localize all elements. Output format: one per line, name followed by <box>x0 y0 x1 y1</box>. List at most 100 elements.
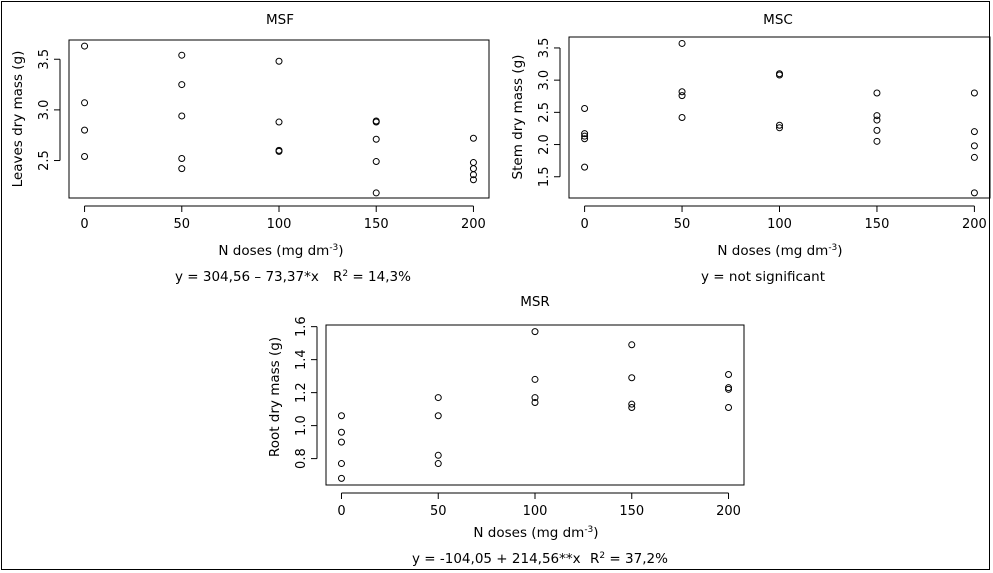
data-point <box>873 89 881 97</box>
x-axis: 0 50 100 150 200 <box>337 492 741 519</box>
y-axis: 1.5 2.0 2.5 3.0 3.5 <box>537 38 561 187</box>
data-point <box>581 130 589 138</box>
y-tick-label: 3.5 <box>537 38 552 59</box>
x-tick-label: 0 <box>337 504 345 519</box>
data-point <box>178 112 186 120</box>
data-point <box>970 142 978 150</box>
data-point <box>873 112 881 120</box>
data-point <box>81 152 89 160</box>
data-point <box>531 328 539 336</box>
data-point <box>531 394 539 402</box>
r-squared: R2 = 37,2% <box>590 551 668 567</box>
r-squared: R2 = 14,3% <box>333 269 411 285</box>
panel-msc: MSC 0 50 100 150 200 1.5 2.0 2.5 3.0 3.5 N doses… <box>510 12 991 285</box>
data-point <box>372 158 380 166</box>
data-point <box>678 88 686 96</box>
y-tick-label: 1.6 <box>294 316 309 337</box>
x-axis-label: N doses (mg dm-3) <box>473 525 598 541</box>
y-tick-label: 3.5 <box>37 49 52 70</box>
data-point <box>372 189 380 197</box>
data-point <box>628 400 636 408</box>
data-point <box>372 118 380 126</box>
data-point <box>970 189 978 197</box>
data-point <box>678 39 686 47</box>
data-point <box>725 385 733 393</box>
y-tick-label: 1.2 <box>294 382 309 403</box>
data-point <box>275 118 283 126</box>
data-point <box>275 57 283 65</box>
x-tick-label: 100 <box>767 217 792 232</box>
plot-box <box>68 39 490 199</box>
y-tick-label: 0.8 <box>294 448 309 469</box>
data-point <box>337 428 345 436</box>
data-point <box>776 71 783 79</box>
data-point <box>970 153 978 161</box>
x-tick-label: 100 <box>523 504 548 519</box>
y-axis-label: Stem dry mass (g) <box>510 55 526 180</box>
data-point <box>178 81 186 89</box>
data-point <box>581 135 589 143</box>
data-point <box>725 403 733 411</box>
plot-box <box>325 324 745 486</box>
data-point <box>531 399 539 407</box>
data-point <box>678 92 686 100</box>
data-point <box>275 147 283 155</box>
x-axis-label: N doses (mg dm-3) <box>218 243 343 259</box>
data-point <box>469 171 477 179</box>
y-tick-label: 2.5 <box>537 102 552 123</box>
y-tick-label: 3.0 <box>37 100 52 121</box>
data-point <box>776 121 783 129</box>
data-point <box>178 51 186 59</box>
regression-equation: y = -104,05 + 214,56**x <box>412 551 581 567</box>
y-axis: 2.5 3.0 3.5 <box>37 49 61 171</box>
scatter-points <box>337 328 733 482</box>
data-point <box>628 341 636 349</box>
chart-title: MSF <box>266 12 294 28</box>
x-axis: 0 50 100 150 200 <box>80 205 486 232</box>
x-tick-label: 150 <box>865 217 890 232</box>
y-axis-label: Root dry mass (g) <box>267 337 283 457</box>
data-point <box>628 374 636 382</box>
y-tick-label: 1.4 <box>294 349 309 370</box>
x-tick-label: 50 <box>674 217 691 232</box>
data-point <box>873 137 881 145</box>
data-point <box>178 165 186 173</box>
data-point <box>434 412 442 420</box>
x-tick-label: 50 <box>174 217 191 232</box>
data-point <box>678 114 686 121</box>
y-tick-label: 1.0 <box>294 415 309 436</box>
data-point <box>581 104 589 112</box>
x-tick-label: 150 <box>619 504 644 519</box>
plot-box <box>568 36 991 199</box>
data-point <box>81 126 89 134</box>
data-point <box>337 438 345 446</box>
chart-title: MSC <box>763 12 793 28</box>
data-point <box>81 99 89 107</box>
x-tick-label: 200 <box>716 504 741 519</box>
data-point <box>469 134 477 142</box>
y-tick-label: 1.5 <box>537 166 552 187</box>
chart-title: MSR <box>520 294 550 310</box>
x-tick-label: 200 <box>962 217 987 232</box>
panel-msf: MSF 0 50 100 150 200 2.5 3.0 3.5 N doses (mg d… <box>10 12 490 285</box>
x-axis-label: N doses (mg dm-3) <box>717 243 842 259</box>
data-point <box>628 403 636 411</box>
data-point <box>469 176 477 184</box>
data-point <box>81 42 89 50</box>
data-point <box>776 124 783 132</box>
scatter-points <box>581 39 978 197</box>
x-axis: 0 50 100 150 200 <box>580 205 987 232</box>
data-point <box>434 394 442 402</box>
panel-msr: MSR 0 50 100 150 200 0.8 1.0 1.2 1.4 1.6 N doses… <box>267 294 745 567</box>
y-axis: 0.8 1.0 1.2 1.4 1.6 <box>294 316 318 469</box>
y-tick-label: 3.0 <box>537 70 552 91</box>
x-tick-label: 0 <box>580 217 588 232</box>
x-tick-label: 200 <box>461 217 486 232</box>
data-point <box>970 128 978 136</box>
data-point <box>581 163 589 171</box>
data-point <box>469 159 477 167</box>
x-tick-label: 0 <box>80 217 88 232</box>
data-point <box>434 451 442 459</box>
x-tick-label: 150 <box>364 217 389 232</box>
y-tick-label: 2.0 <box>537 134 552 155</box>
